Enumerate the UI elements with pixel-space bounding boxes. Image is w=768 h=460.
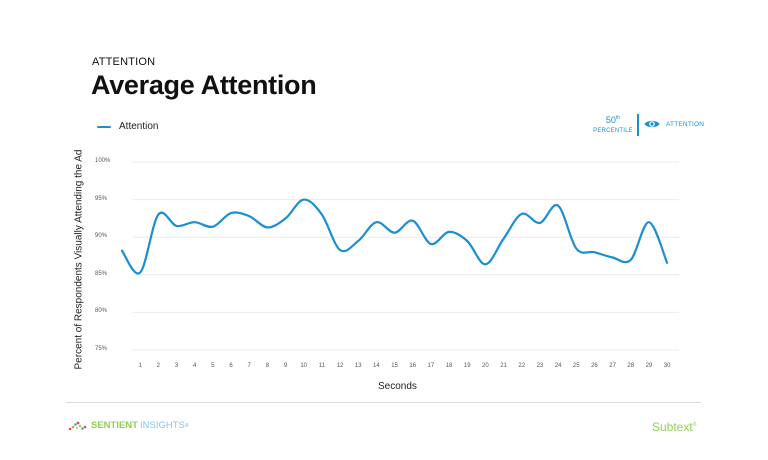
x-tick-label: 4	[193, 363, 197, 369]
x-tick-label: 13	[354, 363, 362, 369]
percentile-number: 50	[605, 115, 616, 125]
subtext-trademark: ®	[692, 422, 697, 428]
x-tick-label: 6	[229, 363, 233, 369]
logo-trademark: ®	[184, 422, 189, 429]
x-tick-label: 11	[318, 363, 325, 369]
legend-label: Attention	[119, 121, 159, 132]
y-tick-label: 95%	[95, 195, 108, 202]
logo-word-sentient: SENTIENT	[91, 420, 138, 431]
x-tick-label: 24	[554, 363, 562, 369]
x-tick-label: 7	[247, 363, 251, 369]
x-tick-label: 10	[300, 363, 308, 369]
x-tick-label: 17	[427, 363, 435, 369]
x-tick-label: 1	[138, 363, 142, 369]
metric-label: ATTENTION	[666, 121, 705, 128]
x-tick-label: 12	[336, 363, 344, 369]
y-tick-label: 100%	[95, 158, 111, 164]
y-tick-label: 90%	[95, 233, 108, 240]
x-tick-label: 15	[391, 363, 398, 369]
x-tick-label: 21	[500, 363, 507, 369]
percentile-suffix: th	[615, 115, 621, 121]
x-tick-label: 25	[572, 363, 580, 369]
eye-icon	[644, 120, 660, 128]
x-tick-label: 22	[518, 363, 526, 369]
sentient-insights-logo: SENTIENT INSIGHTS ®	[68, 420, 189, 431]
attention-line	[120, 198, 669, 275]
percentile-badge: 50th PERCENTILE	[592, 115, 634, 134]
chart-legend: Attention	[97, 121, 158, 132]
x-tick-label: 5	[211, 363, 215, 369]
y-tick-label: 85%	[95, 270, 108, 277]
x-tick-label: 18	[445, 363, 453, 369]
percentile-label: PERCENTILE	[593, 128, 633, 134]
section-eyebrow: ATTENTION	[92, 56, 156, 68]
footer-divider	[66, 402, 701, 403]
x-tick-label: 19	[463, 363, 471, 369]
x-tick-label: 26	[591, 363, 598, 369]
x-tick-label: 16	[409, 363, 417, 369]
x-tick-label: 3	[174, 363, 179, 369]
x-tick-label: 30	[663, 363, 671, 369]
x-tick-label: 23	[536, 363, 544, 369]
x-tick-label: 20	[482, 363, 489, 369]
legend-swatch	[97, 125, 111, 128]
x-tick-label: 8	[265, 363, 270, 369]
y-tick-label: 80%	[95, 308, 108, 315]
logo-word-insights: INSIGHTS	[139, 420, 185, 431]
x-tick-label: 9	[283, 363, 288, 369]
x-tick-label: 2	[156, 363, 160, 369]
subtext-logo: Subtext®	[652, 420, 696, 434]
page-title: Average Attention	[91, 70, 317, 100]
subtext-logo-text: Subtext	[652, 420, 693, 434]
dots-logo-icon	[68, 421, 87, 430]
badge-divider	[637, 114, 639, 136]
x-tick-label: 29	[645, 363, 653, 369]
x-axis-label: Seconds	[378, 381, 417, 392]
x-tick-label: 14	[373, 363, 380, 369]
y-tick-label: 75%	[95, 346, 108, 352]
x-tick-label: 28	[627, 363, 635, 369]
x-tick-label: 27	[609, 363, 616, 369]
